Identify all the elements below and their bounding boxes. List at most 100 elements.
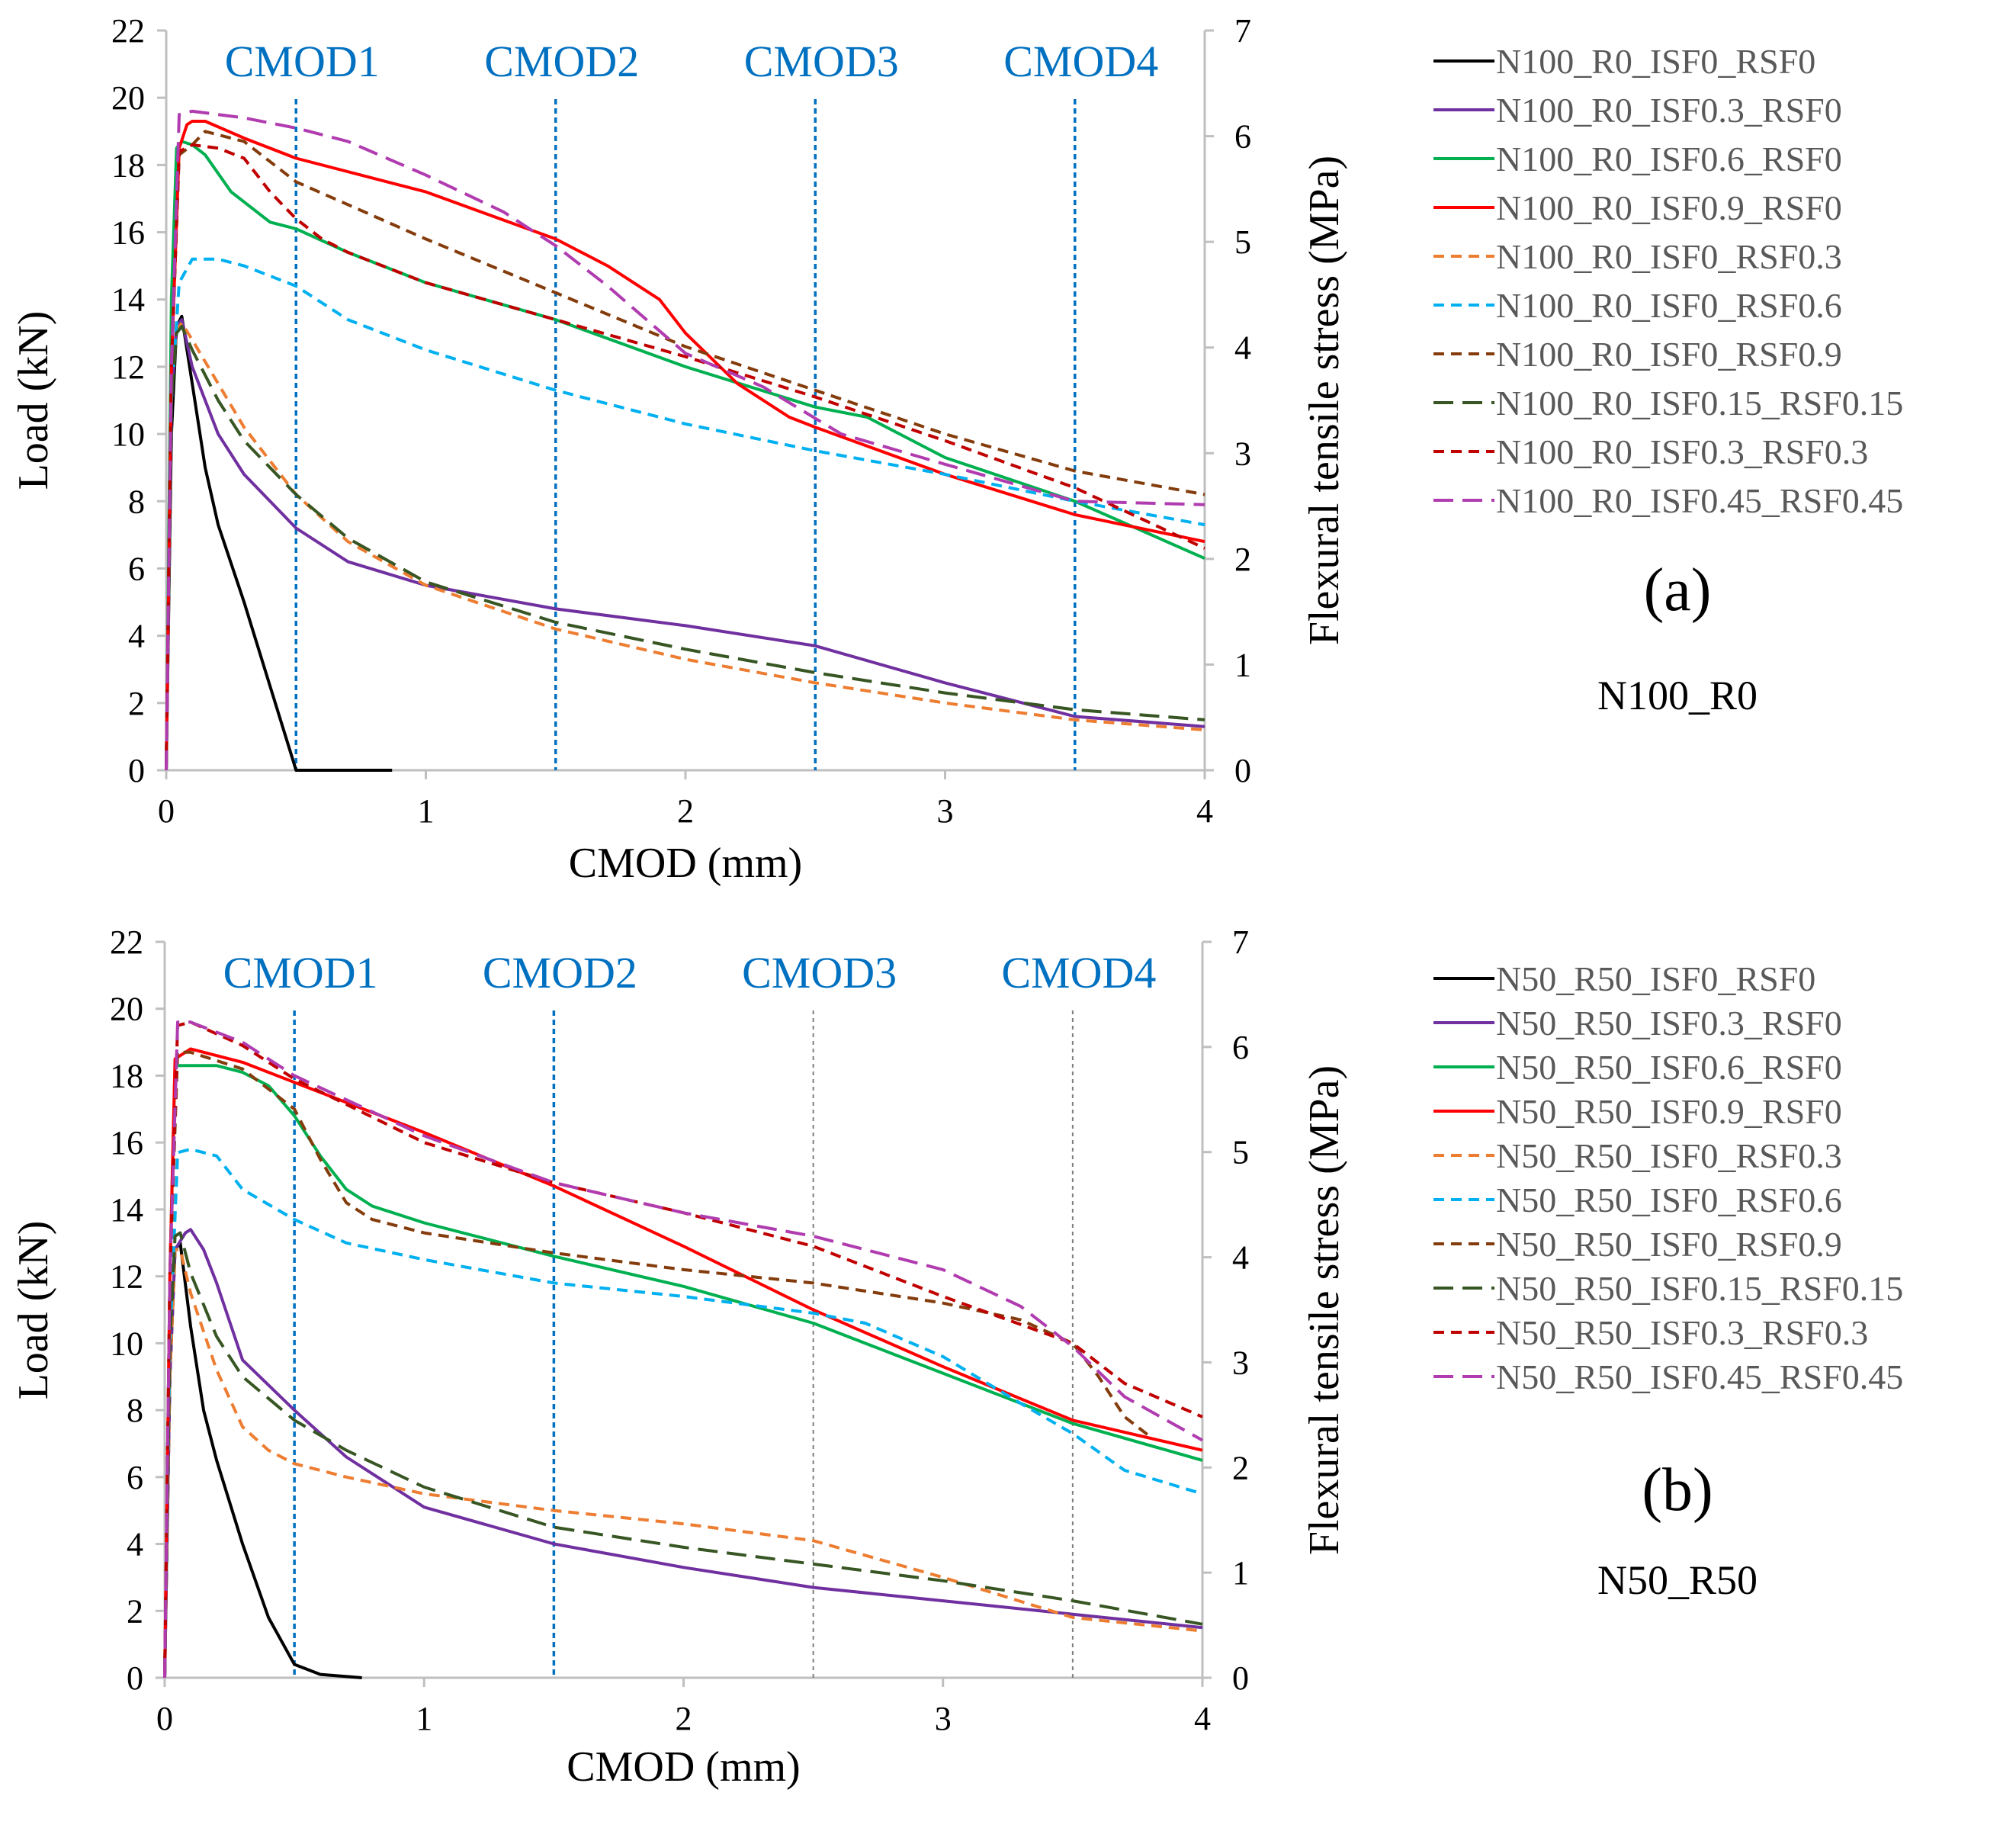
panel1-y-tick-label: 8: [128, 483, 145, 520]
panel1-series-6: [165, 257, 1205, 771]
panel2-y2-axis-label: Flexural tensile stress (MPa): [1301, 1065, 1348, 1555]
panel2-legend-label-10: N50_R50_ISF0.45_RSF0.45: [1496, 1357, 1903, 1396]
panel1-legend-label-10: N100_R0_ISF0.45_RSF0.45: [1496, 481, 1903, 520]
panel1-y-tick-label: 14: [111, 281, 145, 319]
panel2-y2-tick-label: 2: [1232, 1449, 1249, 1486]
panel1-legend-label-9: N100_R0_ISF0.3_RSF0.3: [1496, 432, 1868, 471]
panel2-y-tick-label: 0: [127, 1659, 143, 1697]
panel2-x-tick-label: 3: [935, 1700, 952, 1737]
panel2-legend-label-3: N50_R50_ISF0.6_RSF0: [1496, 1048, 1842, 1087]
panel1-x-tick-label: 3: [937, 792, 954, 830]
panel2-y-tick-label: 4: [127, 1526, 143, 1563]
panel2-x-tick-label: 0: [156, 1700, 173, 1737]
panel1-x-axis-label: CMOD (mm): [569, 840, 802, 887]
panel1-legend-label-4: N100_R0_ISF0.9_RSF0: [1496, 188, 1842, 227]
panel2-y-tick-label: 12: [110, 1258, 143, 1296]
panel1-cmod-label-1: CMOD1: [225, 37, 380, 86]
panel2-y2-tick-label: 7: [1232, 924, 1249, 961]
panel2-series-3: [163, 1064, 1203, 1679]
panel1-y2-tick-label: 7: [1234, 12, 1251, 50]
panel1-y-tick-label: 4: [128, 618, 145, 655]
panel2-series-9: [163, 1020, 1203, 1679]
panel2-legend-label-1: N50_R50_ISF0_RSF0: [1496, 959, 1815, 998]
panel1-series-2: [165, 318, 1205, 771]
panel1-panel-name: N100_R0: [1597, 673, 1758, 718]
panel1-y-tick-label: 20: [111, 79, 145, 117]
panel1-series-8: [165, 325, 1205, 771]
panel2-cmod-label-1: CMOD1: [223, 948, 378, 998]
panel1-x-tick-label: 0: [158, 792, 175, 830]
panel1-x-tick-label: 2: [677, 792, 694, 830]
panel1-legend-label-2: N100_R0_ISF0.3_RSF0: [1496, 91, 1842, 130]
panel1-series-3: [165, 140, 1205, 771]
panel2-y-tick-label: 6: [127, 1459, 143, 1496]
panel1-y2-tick-label: 0: [1234, 752, 1251, 789]
panel2-series-4: [163, 1047, 1203, 1679]
panel2-x-axis-label: CMOD (mm): [567, 1743, 800, 1791]
panel2-legend-label-5: N50_R50_ISF0_RSF0.3: [1496, 1136, 1842, 1175]
panel1-legend-label-8: N100_R0_ISF0.15_RSF0.15: [1496, 384, 1903, 422]
panel1-y2-tick-label: 4: [1234, 329, 1251, 367]
panel1-legend-label-3: N100_R0_ISF0.6_RSF0: [1496, 140, 1842, 178]
panel2-y-tick-label: 8: [127, 1392, 143, 1429]
panel2-y-tick-label: 16: [110, 1124, 143, 1161]
panel2-y-tick-label: 10: [110, 1325, 143, 1362]
panel2-panel-tag: (b): [1642, 1457, 1713, 1524]
panel1-y-axis-label: Load (kN): [10, 311, 57, 490]
panel2-y-tick-label: 14: [110, 1191, 143, 1229]
panel1-y2-tick-label: 3: [1234, 435, 1251, 472]
panel1-y-tick-label: 12: [111, 349, 145, 386]
panel2-y2-tick-label: 6: [1232, 1029, 1249, 1066]
panel2-x-tick-label: 4: [1194, 1700, 1211, 1737]
panel2-series-2: [163, 1228, 1203, 1679]
panel1-legend-label-5: N100_R0_ISF0_RSF0.3: [1496, 237, 1842, 276]
panel1-y2-tick-label: 2: [1234, 541, 1251, 578]
panel1-y2-tick-label: 5: [1234, 223, 1251, 261]
panel1-panel-tag: (a): [1644, 557, 1712, 624]
panel2-legend-label-6: N50_R50_ISF0_RSF0.6: [1496, 1181, 1842, 1219]
panel2-panel-name: N50_R50: [1597, 1557, 1758, 1603]
panel2-y-tick-label: 22: [110, 924, 143, 961]
panel1-y-tick-label: 18: [111, 146, 145, 184]
panel1-legend: N100_R0_ISF0_RSF0 N100_R0_ISF0.3_RSF0 N100…: [1433, 42, 1903, 520]
panel1-series-10: [165, 109, 1205, 771]
panel1-x-tick-label: 4: [1196, 792, 1213, 830]
panel2-y2-tick-label: 1: [1232, 1554, 1249, 1592]
panel2-legend-label-2: N50_R50_ISF0.3_RSF0: [1496, 1004, 1842, 1043]
panel2-legend-label-7: N50_R50_ISF0_RSF0.9: [1496, 1225, 1842, 1264]
panel2-series-10: [163, 1020, 1203, 1679]
panel1-cmod-label-3: CMOD3: [744, 37, 899, 86]
panel2-legend-label-4: N50_R50_ISF0.9_RSF0: [1496, 1092, 1842, 1131]
panel1-series-9: [165, 143, 1205, 771]
panel1-series-4: [165, 120, 1205, 771]
panel1-y-tick-label: 2: [128, 685, 145, 722]
panel1-y2-axis-label: Flexural tensile stress (MPa): [1301, 156, 1348, 645]
panel2-cmod-label-2: CMOD2: [483, 948, 637, 998]
panel1-x-tick-label: 1: [418, 792, 435, 830]
panel1-cmod-label-2: CMOD2: [484, 37, 639, 86]
panel1-legend-label-7: N100_R0_ISF0_RSF0.9: [1496, 335, 1842, 374]
panel1-y-tick-label: 10: [111, 416, 145, 453]
panel1-cmod-label-4: CMOD4: [1003, 37, 1158, 86]
panel2-y-axis-label: Load (kN): [10, 1221, 57, 1400]
panel2-legend-label-8: N50_R50_ISF0.15_RSF0.15: [1496, 1269, 1903, 1308]
panel2-y2-tick-label: 5: [1232, 1134, 1249, 1171]
panel1-y-tick-label: 16: [111, 214, 145, 252]
panel2-series-7: [163, 1050, 1152, 1679]
panel2-cmod-label-4: CMOD4: [1001, 948, 1156, 998]
panel1-y2-tick-label: 6: [1234, 118, 1251, 156]
panel2-series-6: [163, 1148, 1203, 1679]
panel2-y-tick-label: 20: [110, 991, 143, 1028]
panel1-legend-label-1: N100_R0_ISF0_RSF0: [1496, 42, 1815, 81]
panel1-series-7: [165, 130, 1205, 771]
panel1-y-tick-label: 0: [128, 752, 145, 789]
panel1-y-tick-label: 22: [111, 12, 145, 50]
panel2-series-5: [163, 1248, 1203, 1679]
panel2-y-tick-label: 18: [110, 1057, 143, 1094]
panel1-legend-label-6: N100_R0_ISF0_RSF0.6: [1496, 286, 1842, 325]
panel2-legend-label-9: N50_R50_ISF0.3_RSF0.3: [1496, 1313, 1868, 1352]
panel2-y2-tick-label: 3: [1232, 1344, 1249, 1381]
